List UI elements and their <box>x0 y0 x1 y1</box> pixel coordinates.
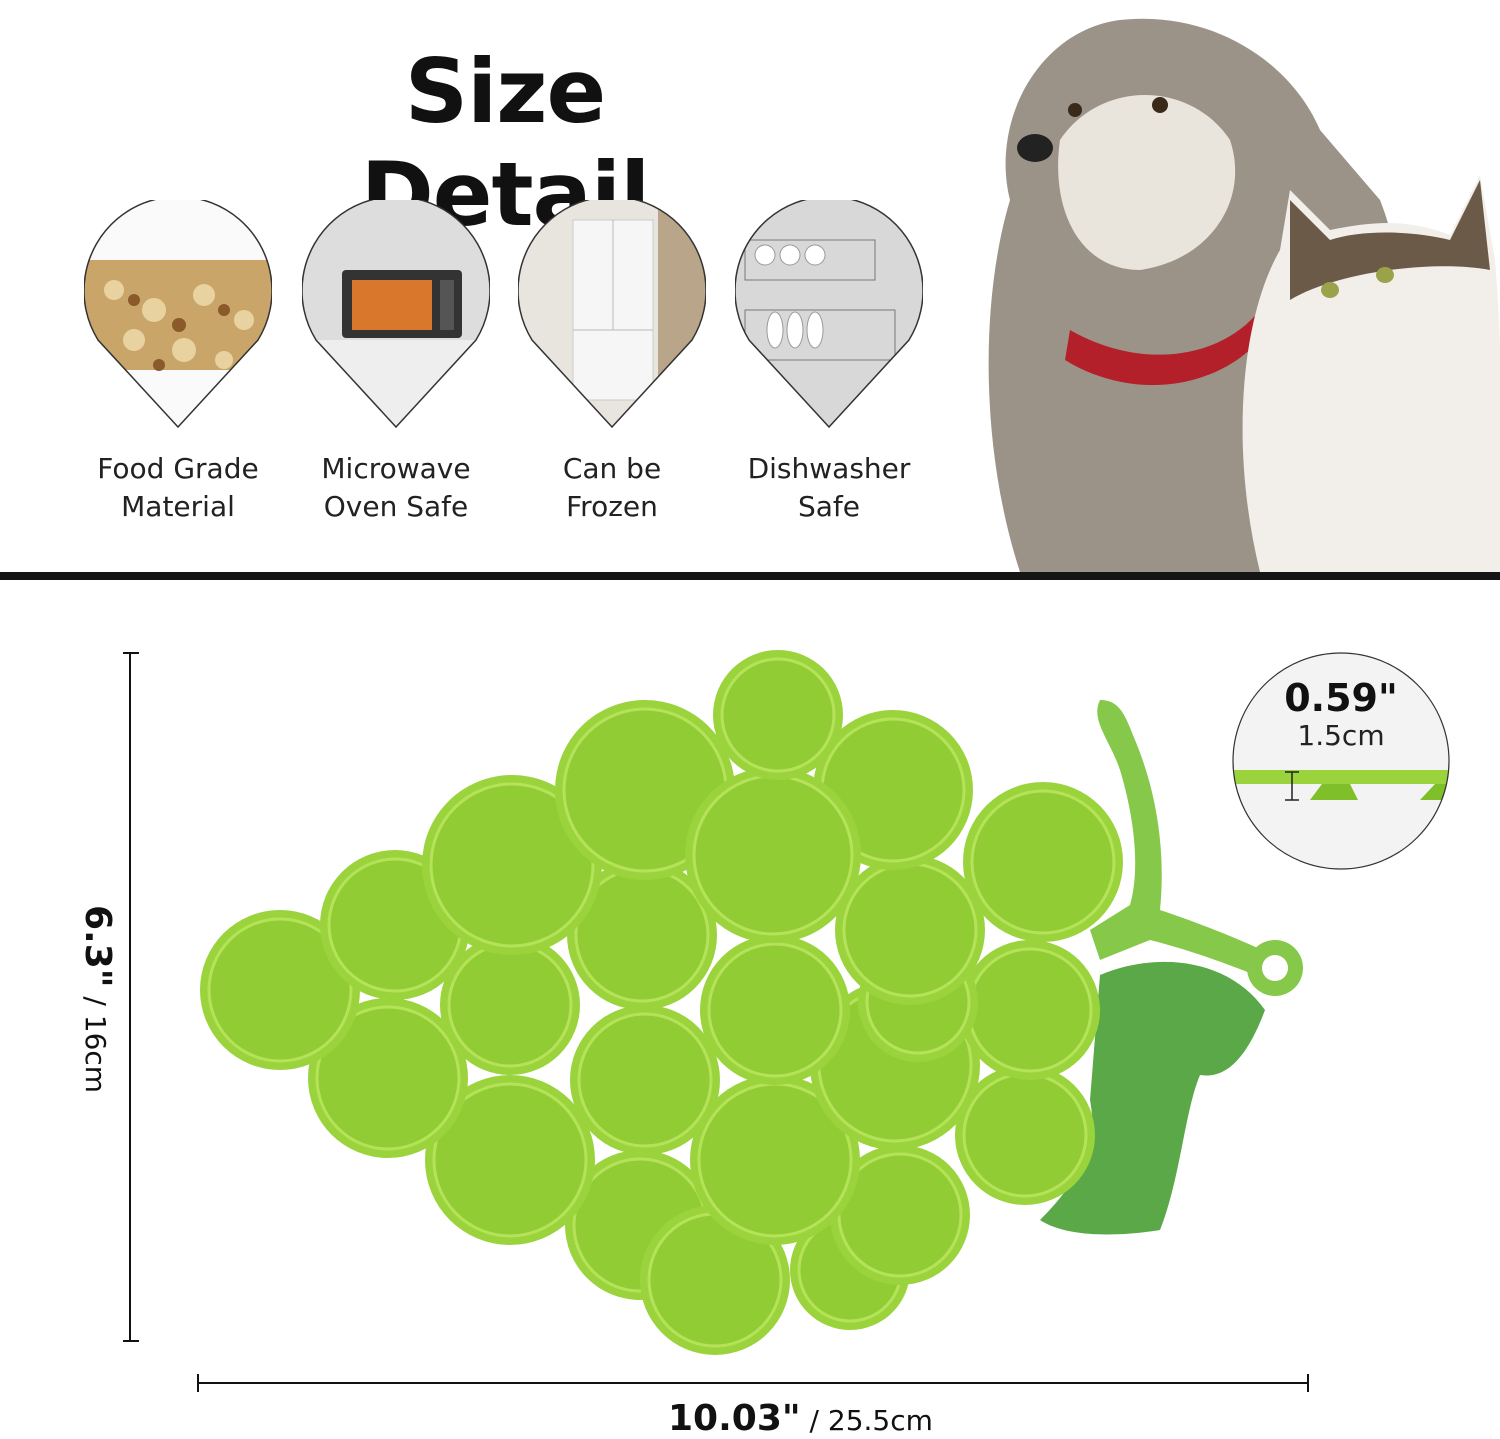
microwave-oven-photo <box>301 195 491 429</box>
grape-cup-inner <box>720 657 836 773</box>
feature-can-be-frozen: Can be Frozen <box>512 195 712 526</box>
grape-cup-inner <box>577 1012 713 1148</box>
feature-dishwasher-safe: Dishwasher Safe <box>729 195 929 526</box>
thickness-cm: 1.5cm <box>1297 719 1385 752</box>
height-dimension-line <box>123 652 139 1342</box>
feature-label-line2: Oven Safe <box>323 490 469 523</box>
grape-cup-inner <box>967 947 1093 1073</box>
refrigerator-photo <box>517 195 707 429</box>
feature-label-line2: Material <box>121 490 235 523</box>
grape-cups <box>200 650 1123 1355</box>
grape-cup-inner <box>970 789 1116 935</box>
feature-label-line1: Can be <box>562 452 662 485</box>
grape-lick-mat <box>200 650 1303 1355</box>
feature-microwave-safe: Microwave Oven Safe <box>296 195 496 526</box>
grape-cup-inner <box>842 862 978 998</box>
feature-label-line1: Food Grade <box>97 452 259 485</box>
feature-food-grade: Food Grade Material <box>78 195 278 526</box>
food-kibble-photo <box>83 195 273 429</box>
width-label: 10.03" / 25.5cm <box>668 1398 933 1439</box>
width-inches: 10.03" <box>668 1398 801 1439</box>
dog-and-cat-photo <box>988 18 1500 572</box>
grape-cup-inner <box>692 774 854 936</box>
grape-cup-inner <box>447 942 573 1068</box>
grape-cup-inner <box>432 1082 588 1238</box>
dishwasher-photo <box>734 195 924 429</box>
grape-cup-inner <box>707 942 843 1078</box>
feature-label-line1: Microwave <box>321 452 471 485</box>
width-dimension-line <box>197 1374 1309 1392</box>
grape-cup-inner <box>207 917 353 1063</box>
hanging-hole <box>1262 955 1288 981</box>
grape-cup-inner <box>962 1072 1088 1198</box>
width-cm: / 25.5cm <box>800 1404 933 1437</box>
grape-cup-inner <box>315 1005 461 1151</box>
section-divider <box>0 572 1500 580</box>
thickness-label: 0.59" 1.5cm <box>1230 676 1452 752</box>
thickness-inset <box>1232 652 1450 870</box>
feature-label-line1: Dishwasher <box>747 452 911 485</box>
grape-stem <box>1090 700 1262 975</box>
feature-label-line2: Safe <box>797 490 860 523</box>
grape-cup-inner <box>429 782 595 948</box>
thickness-inches: 0.59" <box>1284 676 1398 720</box>
feature-label-line2: Frozen <box>566 490 658 523</box>
